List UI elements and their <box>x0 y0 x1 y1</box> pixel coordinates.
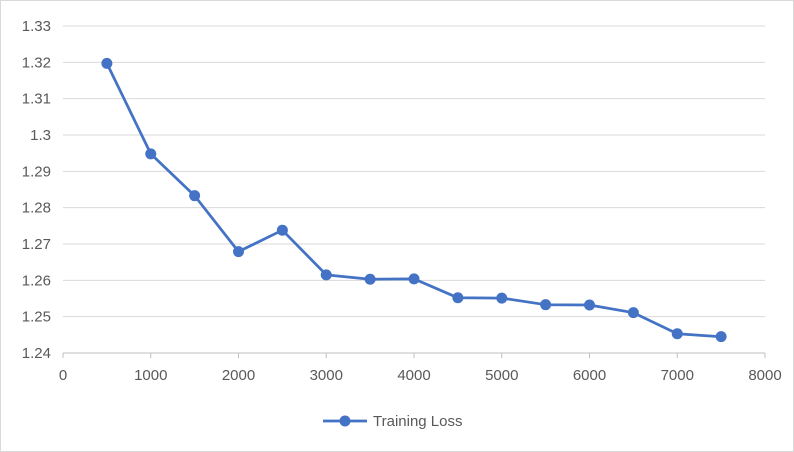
y-tick-label: 1.31 <box>22 91 51 108</box>
y-tick-label: 1.26 <box>22 272 51 289</box>
data-point <box>452 292 464 304</box>
axes: 1.24 1.25 1.26 1.27 1.28 1.29 1.3 1.31 1.32 1.33 0… <box>22 18 782 384</box>
data-point <box>408 273 420 285</box>
x-tick-label: 3000 <box>310 367 343 384</box>
x-tick-label: 5000 <box>485 367 518 384</box>
legend-label: Training Loss <box>373 413 463 430</box>
y-tick-label: 1.32 <box>22 54 51 71</box>
data-point <box>715 331 727 343</box>
legend-marker <box>339 415 351 427</box>
y-tick-label: 1.29 <box>22 163 51 180</box>
legend: Training Loss <box>323 413 463 430</box>
x-tick-label: 1000 <box>134 367 167 384</box>
y-tick-label: 1.28 <box>22 200 51 217</box>
data-point <box>320 269 332 281</box>
y-tick-label: 1.25 <box>22 309 51 326</box>
data-point <box>233 246 244 258</box>
data-point <box>671 328 683 340</box>
x-tick-label: 6000 <box>573 367 606 384</box>
series <box>101 57 727 343</box>
y-tick-label: 1.24 <box>22 345 51 362</box>
x-tick-label: 4000 <box>397 367 430 384</box>
data-point <box>145 148 157 160</box>
data-point <box>584 299 595 311</box>
data-point <box>496 292 508 304</box>
x-tick-label: 8000 <box>748 367 781 384</box>
data-point <box>540 299 552 311</box>
x-tick-label: 7000 <box>661 367 694 384</box>
data-point <box>101 57 113 69</box>
y-tick-label: 1.27 <box>22 236 51 253</box>
gridlines <box>63 25 765 318</box>
data-point <box>627 307 639 319</box>
series-line-training-loss <box>105 62 723 339</box>
x-tick-label: 0 <box>59 367 67 384</box>
data-point <box>189 190 201 202</box>
y-tick-label: 1.3 <box>30 127 51 144</box>
data-point <box>276 224 288 236</box>
x-tick-label: 2000 <box>222 367 255 384</box>
y-tick-label: 1.33 <box>22 18 51 35</box>
data-point <box>364 273 376 285</box>
